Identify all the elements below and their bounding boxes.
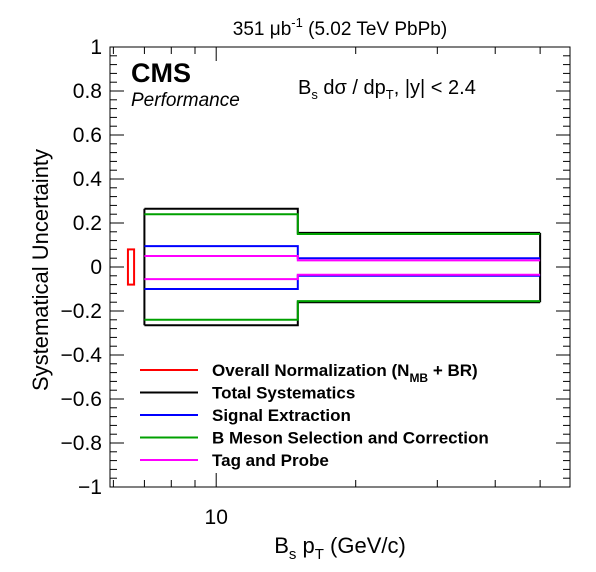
legend-entry-label: Overall Normalization (NMB + BR) <box>212 361 478 385</box>
y-tick-label: −0.6 <box>61 388 102 411</box>
y-tick-label: 0.6 <box>73 124 102 147</box>
y-axis-title: Systematical Uncertainty <box>28 149 53 391</box>
series-total-systematics-upper <box>144 207 541 234</box>
y-tick-label: −1 <box>78 476 102 499</box>
axes-layer: 1 0.8 0.6 0.4 0.2 0 −0.2 −0.4 −0.6 −0.8 −1 10 <box>61 36 570 529</box>
series-b-meson-selection-and-correction-upper <box>144 213 541 235</box>
x-tick-label: 10 <box>205 506 228 529</box>
legend-entry-label: Tag and Probe <box>212 451 329 470</box>
lumi-header: 351 μb-1 (5.02 TeV PbPb) <box>233 15 447 40</box>
y-tick-label: −0.2 <box>61 300 102 323</box>
y-tick-label: 0 <box>90 256 102 279</box>
x-axis-title: Bs pT (GeV/c) <box>274 533 406 563</box>
series-total-systematics-lower <box>144 301 541 327</box>
legend: Overall Normalization (NMB + BR)Total Sy… <box>140 361 489 470</box>
y-tick-label: −0.4 <box>61 344 103 367</box>
y-tick-label: 0.2 <box>73 212 102 235</box>
y-tick-label: 0.4 <box>73 168 103 191</box>
overall-normalization-box <box>126 248 136 286</box>
legend-entry-label: B Meson Selection and Correction <box>212 429 489 448</box>
observable-label: Bs dσ / dpT, |y| < 2.4 <box>298 77 476 102</box>
y-tick-label: 1 <box>90 36 102 59</box>
y-tick-label: 0.8 <box>73 80 102 103</box>
cms-sublabel: Performance <box>131 90 240 111</box>
series-signal-extraction-upper <box>144 245 541 260</box>
series-b-meson-selection-and-correction-lower <box>144 300 541 321</box>
y-tick-label: −0.8 <box>61 432 102 455</box>
series-signal-extraction-lower <box>144 274 541 290</box>
series-tag-and-probe-upper <box>144 255 541 262</box>
series-layer <box>126 207 542 327</box>
series-tag-and-probe-lower <box>144 273 541 281</box>
cms-label: CMS <box>131 58 191 88</box>
legend-entry-label: Signal Extraction <box>212 406 351 425</box>
legend-entry-label: Total Systematics <box>212 384 355 403</box>
